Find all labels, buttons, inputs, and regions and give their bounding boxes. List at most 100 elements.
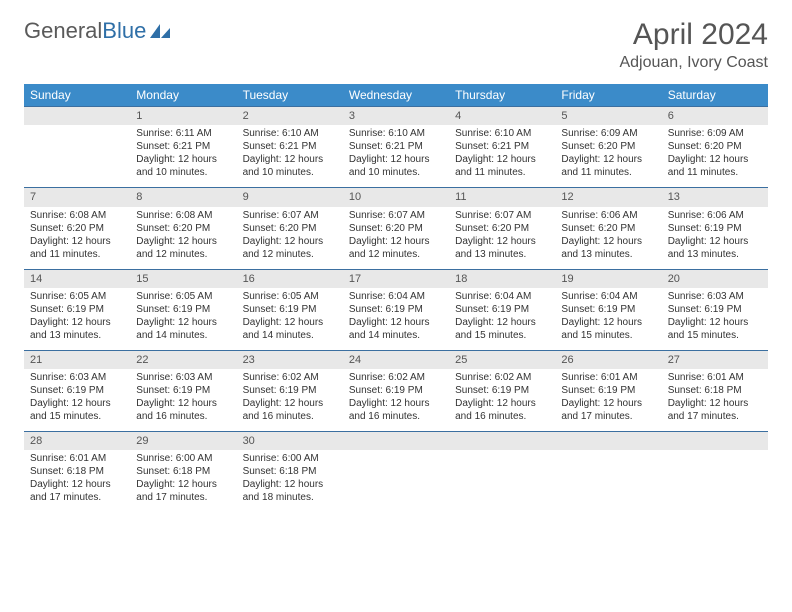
daylight-line: Daylight: 12 hours and 17 minutes.	[668, 397, 762, 423]
calendar-table: SundayMondayTuesdayWednesdayThursdayFrid…	[24, 84, 768, 512]
weekday-header: Thursday	[449, 84, 555, 106]
sunrise-line: Sunrise: 6:06 AM	[561, 209, 655, 222]
calendar-cell: 14Sunrise: 6:05 AMSunset: 6:19 PMDayligh…	[24, 269, 130, 350]
daylight-line: Daylight: 12 hours and 10 minutes.	[349, 153, 443, 179]
calendar-cell: 2Sunrise: 6:10 AMSunset: 6:21 PMDaylight…	[237, 106, 343, 187]
calendar-cell: 26Sunrise: 6:01 AMSunset: 6:19 PMDayligh…	[555, 350, 661, 431]
day-number: 20	[662, 269, 768, 288]
logo-text-blue: Blue	[102, 18, 146, 44]
header: GeneralBlue April 2024 Adjouan, Ivory Co…	[24, 18, 768, 72]
day-body: Sunrise: 6:08 AMSunset: 6:20 PMDaylight:…	[24, 207, 130, 269]
sunset-line: Sunset: 6:19 PM	[136, 384, 230, 397]
sunset-line: Sunset: 6:20 PM	[668, 140, 762, 153]
day-body: Sunrise: 6:05 AMSunset: 6:19 PMDaylight:…	[130, 288, 236, 350]
day-body: Sunrise: 6:02 AMSunset: 6:19 PMDaylight:…	[343, 369, 449, 431]
calendar-cell: 19Sunrise: 6:04 AMSunset: 6:19 PMDayligh…	[555, 269, 661, 350]
day-body: Sunrise: 6:07 AMSunset: 6:20 PMDaylight:…	[237, 207, 343, 269]
day-body: Sunrise: 6:04 AMSunset: 6:19 PMDaylight:…	[343, 288, 449, 350]
day-number: 12	[555, 187, 661, 206]
daylight-line: Daylight: 12 hours and 11 minutes.	[561, 153, 655, 179]
sunrise-line: Sunrise: 6:11 AM	[136, 127, 230, 140]
calendar-cell: 17Sunrise: 6:04 AMSunset: 6:19 PMDayligh…	[343, 269, 449, 350]
daylight-line: Daylight: 12 hours and 16 minutes.	[243, 397, 337, 423]
sunrise-line: Sunrise: 6:00 AM	[136, 452, 230, 465]
day-body: Sunrise: 6:07 AMSunset: 6:20 PMDaylight:…	[449, 207, 555, 269]
day-number: 11	[449, 187, 555, 206]
day-body: Sunrise: 6:05 AMSunset: 6:19 PMDaylight:…	[24, 288, 130, 350]
sunrise-line: Sunrise: 6:07 AM	[455, 209, 549, 222]
calendar-cell	[449, 431, 555, 512]
calendar-cell: 25Sunrise: 6:02 AMSunset: 6:19 PMDayligh…	[449, 350, 555, 431]
month-title: April 2024	[619, 18, 768, 52]
calendar-cell: 27Sunrise: 6:01 AMSunset: 6:18 PMDayligh…	[662, 350, 768, 431]
sunset-line: Sunset: 6:20 PM	[561, 222, 655, 235]
daylight-line: Daylight: 12 hours and 14 minutes.	[243, 316, 337, 342]
sunrise-line: Sunrise: 6:10 AM	[455, 127, 549, 140]
calendar-cell: 20Sunrise: 6:03 AMSunset: 6:19 PMDayligh…	[662, 269, 768, 350]
daylight-line: Daylight: 12 hours and 13 minutes.	[30, 316, 124, 342]
sunset-line: Sunset: 6:20 PM	[136, 222, 230, 235]
sunset-line: Sunset: 6:20 PM	[243, 222, 337, 235]
day-body: Sunrise: 6:06 AMSunset: 6:19 PMDaylight:…	[662, 207, 768, 269]
calendar-cell: 29Sunrise: 6:00 AMSunset: 6:18 PMDayligh…	[130, 431, 236, 512]
day-body-empty	[449, 450, 555, 508]
calendar-cell: 12Sunrise: 6:06 AMSunset: 6:20 PMDayligh…	[555, 187, 661, 268]
day-body: Sunrise: 6:04 AMSunset: 6:19 PMDaylight:…	[449, 288, 555, 350]
calendar-cell	[555, 431, 661, 512]
calendar-cell	[24, 106, 130, 187]
logo: GeneralBlue	[24, 18, 172, 44]
daylight-line: Daylight: 12 hours and 15 minutes.	[561, 316, 655, 342]
daylight-line: Daylight: 12 hours and 15 minutes.	[668, 316, 762, 342]
day-body: Sunrise: 6:07 AMSunset: 6:20 PMDaylight:…	[343, 207, 449, 269]
daylight-line: Daylight: 12 hours and 18 minutes.	[243, 478, 337, 504]
calendar-cell: 9Sunrise: 6:07 AMSunset: 6:20 PMDaylight…	[237, 187, 343, 268]
day-body: Sunrise: 6:08 AMSunset: 6:20 PMDaylight:…	[130, 207, 236, 269]
day-number: 1	[130, 106, 236, 125]
weekday-header: Tuesday	[237, 84, 343, 106]
day-number: 27	[662, 350, 768, 369]
sunrise-line: Sunrise: 6:08 AM	[136, 209, 230, 222]
sunset-line: Sunset: 6:19 PM	[30, 384, 124, 397]
day-number: 18	[449, 269, 555, 288]
calendar-cell: 10Sunrise: 6:07 AMSunset: 6:20 PMDayligh…	[343, 187, 449, 268]
sunrise-line: Sunrise: 6:04 AM	[349, 290, 443, 303]
sunset-line: Sunset: 6:19 PM	[455, 384, 549, 397]
sunrise-line: Sunrise: 6:10 AM	[349, 127, 443, 140]
day-number: 4	[449, 106, 555, 125]
day-number: 8	[130, 187, 236, 206]
day-number: 14	[24, 269, 130, 288]
sunset-line: Sunset: 6:20 PM	[349, 222, 443, 235]
daylight-line: Daylight: 12 hours and 12 minutes.	[349, 235, 443, 261]
day-number: 13	[662, 187, 768, 206]
sunset-line: Sunset: 6:21 PM	[455, 140, 549, 153]
day-number: 28	[24, 431, 130, 450]
calendar-cell: 4Sunrise: 6:10 AMSunset: 6:21 PMDaylight…	[449, 106, 555, 187]
sunrise-line: Sunrise: 6:01 AM	[668, 371, 762, 384]
daylight-line: Daylight: 12 hours and 13 minutes.	[455, 235, 549, 261]
sunset-line: Sunset: 6:19 PM	[561, 384, 655, 397]
daylight-line: Daylight: 12 hours and 15 minutes.	[455, 316, 549, 342]
sunrise-line: Sunrise: 6:04 AM	[561, 290, 655, 303]
day-body-empty	[343, 450, 449, 508]
sunrise-line: Sunrise: 6:05 AM	[243, 290, 337, 303]
sunset-line: Sunset: 6:19 PM	[668, 303, 762, 316]
calendar-week-row: 14Sunrise: 6:05 AMSunset: 6:19 PMDayligh…	[24, 269, 768, 350]
calendar-cell: 30Sunrise: 6:00 AMSunset: 6:18 PMDayligh…	[237, 431, 343, 512]
sunrise-line: Sunrise: 6:02 AM	[455, 371, 549, 384]
day-body: Sunrise: 6:05 AMSunset: 6:19 PMDaylight:…	[237, 288, 343, 350]
day-number: 7	[24, 187, 130, 206]
daylight-line: Daylight: 12 hours and 14 minutes.	[349, 316, 443, 342]
calendar-body: 1Sunrise: 6:11 AMSunset: 6:21 PMDaylight…	[24, 106, 768, 512]
day-body: Sunrise: 6:11 AMSunset: 6:21 PMDaylight:…	[130, 125, 236, 187]
weekday-header: Monday	[130, 84, 236, 106]
sunset-line: Sunset: 6:19 PM	[243, 384, 337, 397]
sunset-line: Sunset: 6:20 PM	[455, 222, 549, 235]
sunrise-line: Sunrise: 6:03 AM	[136, 371, 230, 384]
day-body: Sunrise: 6:02 AMSunset: 6:19 PMDaylight:…	[237, 369, 343, 431]
day-body: Sunrise: 6:09 AMSunset: 6:20 PMDaylight:…	[662, 125, 768, 187]
day-number: 16	[237, 269, 343, 288]
day-number-empty	[555, 431, 661, 450]
calendar-cell: 16Sunrise: 6:05 AMSunset: 6:19 PMDayligh…	[237, 269, 343, 350]
calendar-cell: 5Sunrise: 6:09 AMSunset: 6:20 PMDaylight…	[555, 106, 661, 187]
day-number: 29	[130, 431, 236, 450]
